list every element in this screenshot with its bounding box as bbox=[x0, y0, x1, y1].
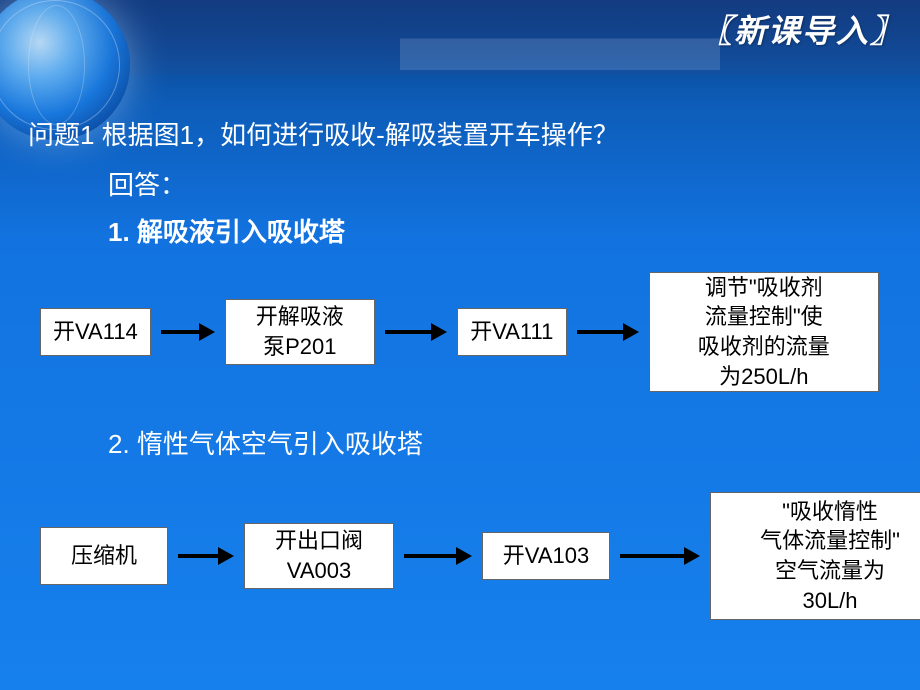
arrow-icon bbox=[620, 547, 700, 565]
arrow-line bbox=[385, 330, 431, 334]
answer-label: 回答： bbox=[108, 165, 186, 202]
arrow-head bbox=[623, 323, 639, 341]
flow1-node-2: 开解吸液泵P201 bbox=[225, 299, 375, 365]
flow2-node-4: "吸收惰性气体流量控制"空气流量为30L/h bbox=[710, 492, 920, 620]
flowchart-2: 压缩机 开出口阀VA003 开VA103 "吸收惰性气体流量控制"空气流量为30… bbox=[40, 492, 920, 620]
flow1-node-3: 开VA111 bbox=[457, 308, 567, 356]
arrow-line bbox=[620, 554, 684, 558]
question-text: 问题1 根据图1，如何进行吸收-解吸装置开车操作？ bbox=[28, 115, 619, 152]
flowchart-1: 开VA114 开解吸液泵P201 开VA111 调节"吸收剂流量控制"使吸收剂的… bbox=[40, 272, 879, 392]
step1-title: 1. 解吸液引入吸收塔 bbox=[108, 212, 345, 249]
arrow-line bbox=[404, 554, 456, 558]
flow2-node-2: 开出口阀VA003 bbox=[244, 523, 394, 589]
arrow-head bbox=[684, 547, 700, 565]
factory-background bbox=[400, 0, 720, 70]
arrow-icon bbox=[385, 323, 447, 341]
arrow-line bbox=[178, 554, 218, 558]
arrow-head bbox=[456, 547, 472, 565]
arrow-icon bbox=[577, 323, 639, 341]
arrow-icon bbox=[161, 323, 215, 341]
arrow-icon bbox=[178, 547, 234, 565]
arrow-line bbox=[161, 330, 199, 334]
header-title: 〖新课导入〗 bbox=[680, 4, 920, 54]
step2-title: 2. 惰性气体空气引入吸收塔 bbox=[108, 424, 423, 461]
arrow-line bbox=[577, 330, 623, 334]
flow1-node-4: 调节"吸收剂流量控制"使吸收剂的流量为250L/h bbox=[649, 272, 879, 392]
flow2-node-3: 开VA103 bbox=[482, 532, 610, 580]
flow1-node-1: 开VA114 bbox=[40, 308, 151, 356]
arrow-head bbox=[199, 323, 215, 341]
arrow-icon bbox=[404, 547, 472, 565]
arrow-head bbox=[431, 323, 447, 341]
arrow-head bbox=[218, 547, 234, 565]
flow2-node-1: 压缩机 bbox=[40, 527, 168, 585]
